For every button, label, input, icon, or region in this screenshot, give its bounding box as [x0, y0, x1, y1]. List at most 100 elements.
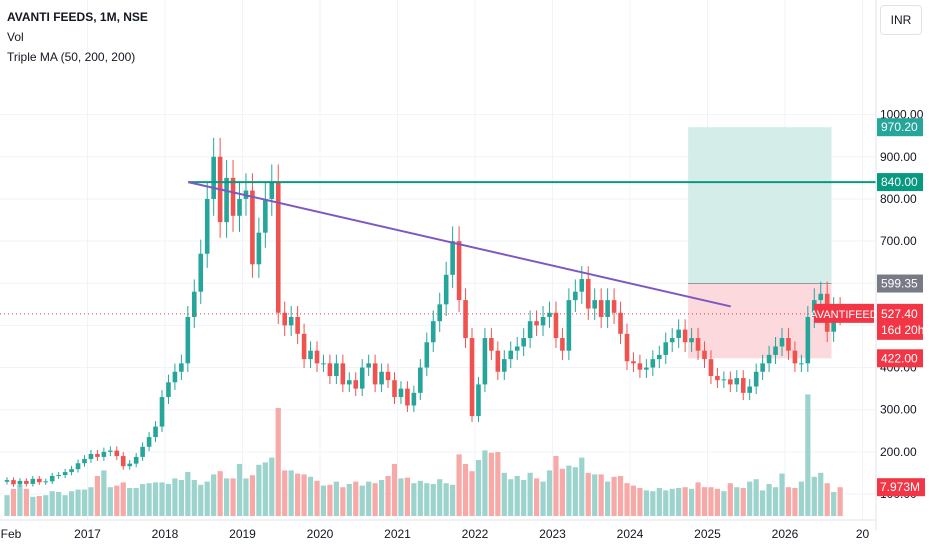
candle-body — [69, 469, 74, 473]
candle-body — [282, 312, 288, 326]
symbol-title: AVANTI FEEDS, 1M, NSE — [7, 10, 148, 24]
candle-body — [501, 359, 507, 372]
candle-body — [166, 382, 171, 398]
volume-bar — [366, 481, 372, 516]
volume-bar — [514, 476, 520, 516]
candle-body — [740, 378, 746, 393]
candle-body — [327, 363, 333, 376]
candle-body — [295, 316, 300, 334]
candle-body — [443, 274, 449, 305]
candle-body — [534, 321, 539, 326]
volume-bar — [656, 488, 662, 516]
candle-body — [573, 291, 578, 301]
candle-body — [469, 338, 475, 417]
volume-bar — [75, 489, 81, 516]
volume-bar — [430, 484, 436, 516]
candle-body — [792, 350, 798, 364]
trendline — [188, 181, 731, 308]
candle-body — [334, 363, 339, 376]
candle-body — [566, 300, 572, 351]
volume-tag-label: 7.973M — [880, 480, 920, 494]
candle-body — [398, 388, 404, 398]
candle-body — [424, 342, 430, 368]
candle-body — [185, 316, 191, 364]
time-tick-label: 2018 — [152, 527, 179, 541]
candle-body — [353, 380, 359, 389]
volume-bar — [114, 485, 120, 516]
volume-bar — [546, 470, 553, 516]
chart-grid — [0, 0, 876, 520]
volume-bar — [747, 481, 753, 516]
volume-bar — [676, 488, 682, 516]
volume-bar — [120, 482, 126, 516]
target-price-label: 970.20 — [881, 120, 918, 134]
candle-body — [314, 350, 320, 364]
volume-bar — [178, 480, 184, 516]
candle-body — [36, 478, 42, 483]
volume-bar — [540, 481, 546, 516]
candle-body — [379, 371, 384, 385]
volume-bar — [191, 480, 197, 516]
volume-bar — [359, 485, 365, 516]
time-tick-label: 20 — [856, 527, 870, 541]
time-tick-label: 2026 — [772, 527, 799, 541]
volume-bar — [617, 476, 624, 516]
volume-bar — [301, 474, 307, 516]
candle-body — [120, 456, 126, 467]
candle-body — [605, 300, 610, 317]
volume-bar — [249, 475, 256, 516]
candle-body — [766, 354, 772, 364]
volume-bar — [353, 481, 359, 516]
price-tick-label: 800.00 — [880, 192, 917, 206]
candle-body — [114, 450, 120, 457]
candle-body — [321, 363, 326, 365]
candle-body — [88, 453, 94, 460]
candle-body — [482, 338, 488, 385]
volume-bar — [101, 470, 107, 516]
last-price-tag — [877, 303, 923, 340]
volume-bar — [798, 481, 804, 516]
drawings[interactable] — [0, 181, 876, 315]
candle-body — [598, 300, 604, 317]
volume-bar — [688, 488, 695, 516]
volume-bar — [56, 492, 62, 516]
candle-body — [805, 316, 811, 364]
candle-body — [49, 475, 55, 482]
volume-bar — [307, 476, 314, 516]
candle-body — [663, 342, 669, 355]
candle-body — [508, 350, 514, 360]
candle-body — [372, 363, 378, 385]
price-tick-label: 300.00 — [880, 403, 917, 417]
volume-bar — [223, 478, 230, 516]
volume-bar — [256, 464, 262, 516]
volume-bar — [805, 394, 811, 516]
price-tags: 970.20 840.00 599.35 AVANTIFEED 527.40 16d 20… — [810, 118, 925, 497]
volume-bar — [88, 487, 94, 516]
resistance-price-label: 840.00 — [881, 175, 918, 189]
volume-bar — [236, 464, 243, 516]
volume-bar — [501, 472, 507, 516]
entry-price-label: 599.35 — [881, 277, 918, 291]
candle-body — [411, 392, 417, 406]
candle-body — [579, 279, 585, 292]
candle-body — [682, 329, 688, 343]
volume-bar — [288, 470, 294, 516]
candle-body — [695, 338, 701, 351]
candle-body — [140, 446, 145, 457]
resistance-price-tag — [877, 173, 923, 192]
candle-body — [288, 316, 294, 326]
volume-bar — [372, 483, 378, 516]
volume-bar — [811, 476, 817, 516]
currency-button[interactable]: INR — [880, 5, 922, 35]
candle-body — [179, 363, 184, 372]
volume-bar — [437, 479, 443, 516]
candle-body — [30, 478, 36, 484]
volume-bar — [443, 483, 449, 516]
candle-body — [773, 346, 778, 355]
symbol-tag — [814, 303, 874, 323]
volume-bar — [217, 471, 223, 516]
candle-body — [392, 380, 397, 398]
candle-body — [418, 367, 423, 393]
volume-bar — [133, 488, 139, 516]
